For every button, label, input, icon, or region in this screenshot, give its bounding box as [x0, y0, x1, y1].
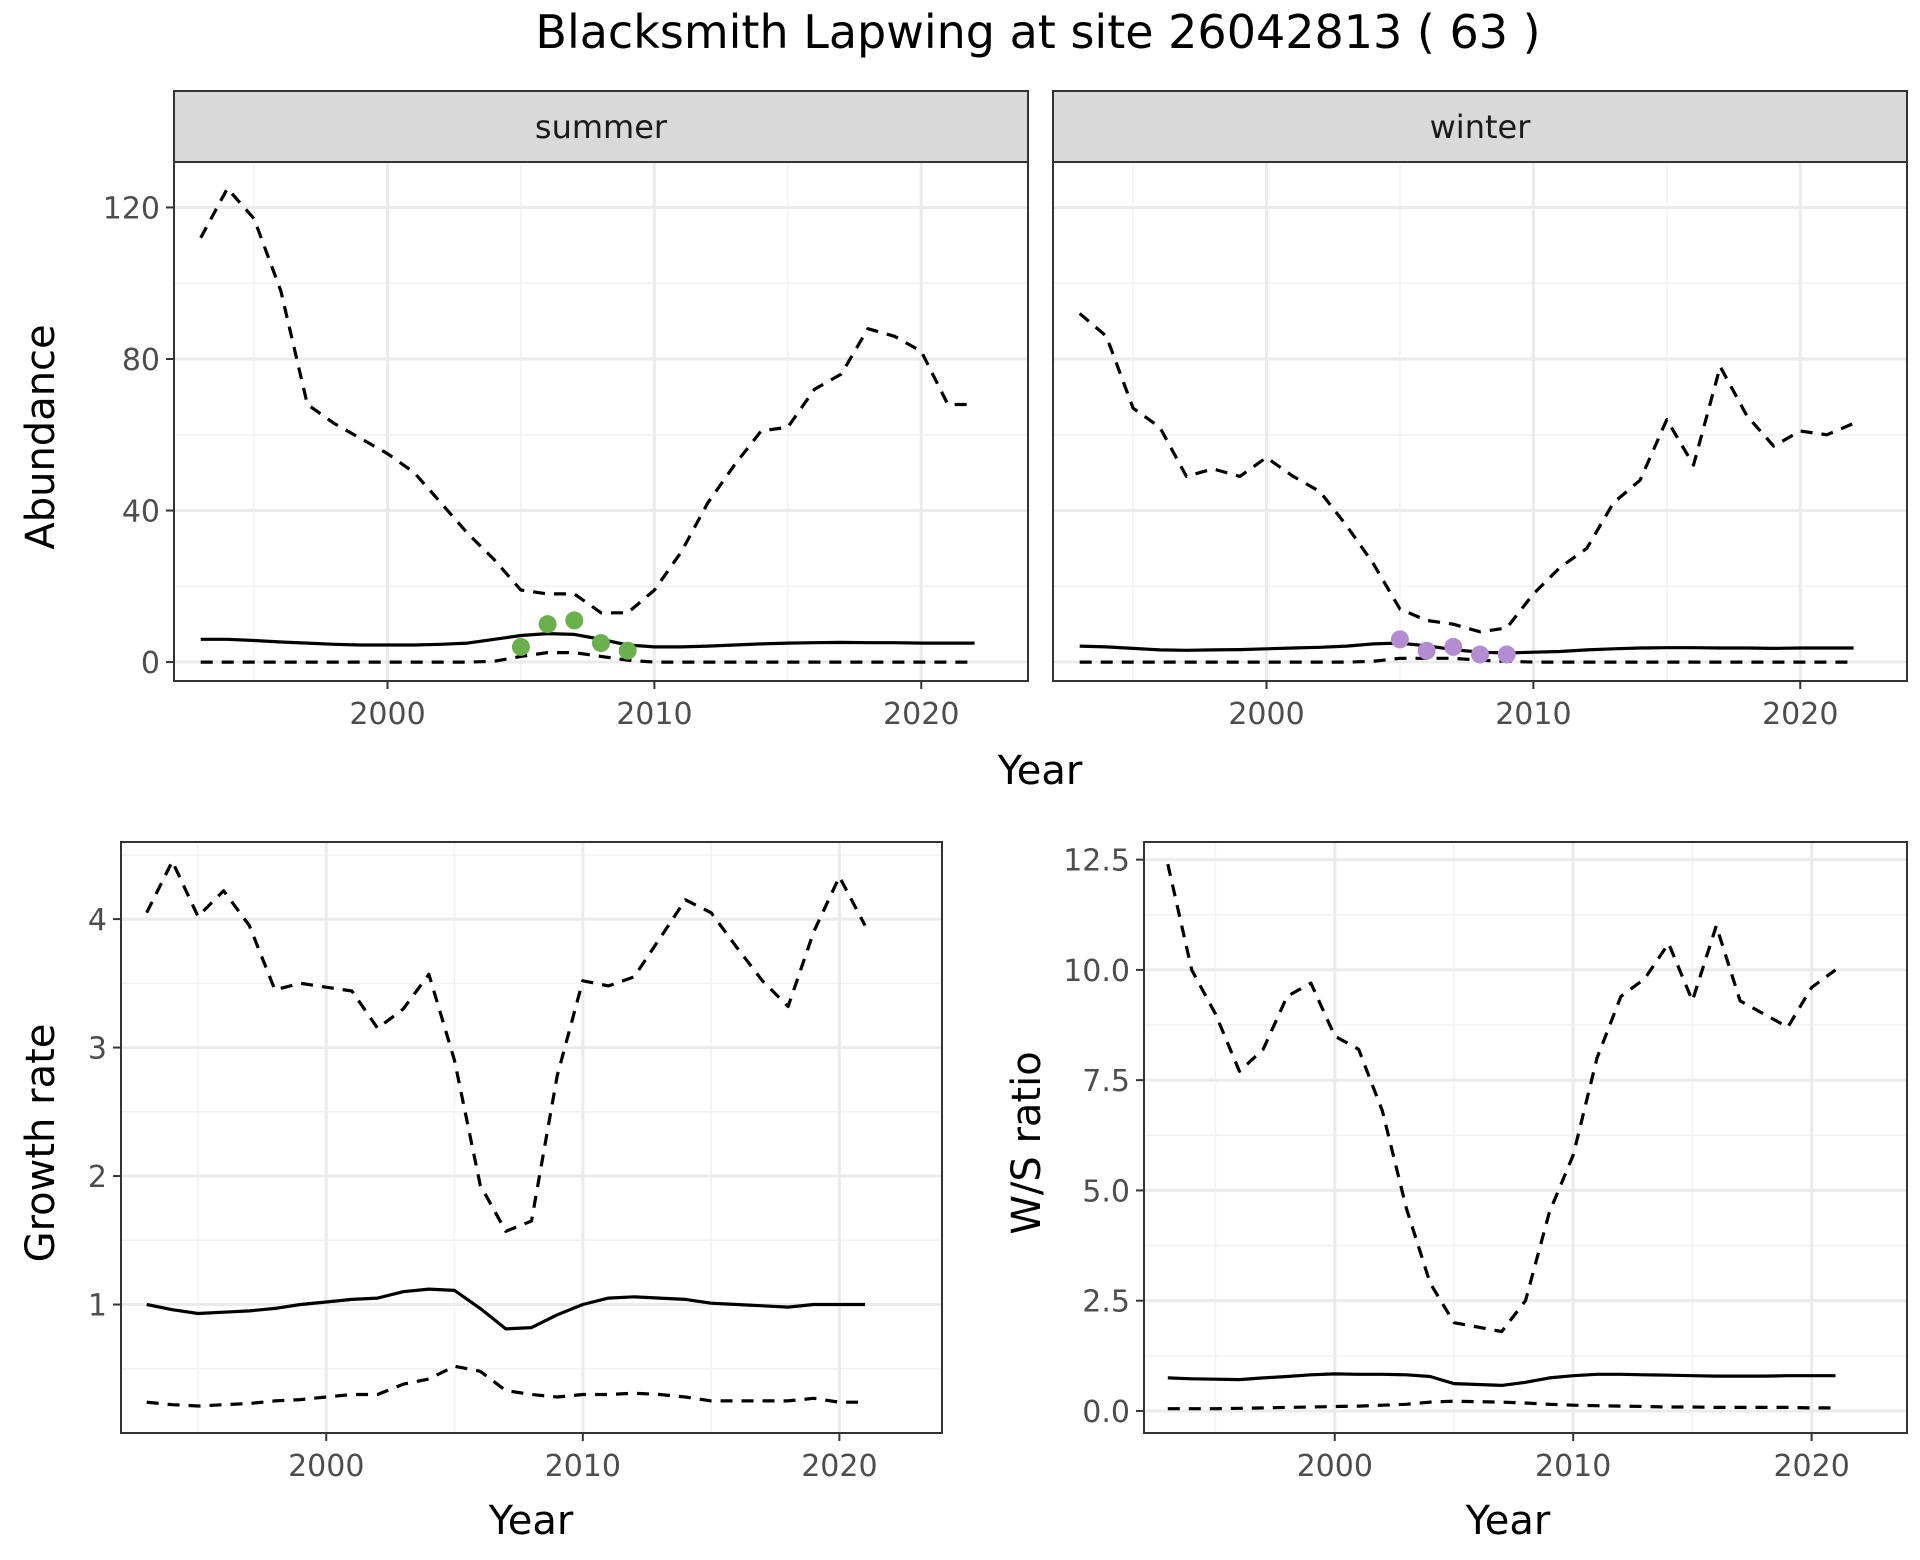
x-tick-label: 2000 — [349, 697, 425, 732]
x-tick-label: 2020 — [1762, 697, 1838, 732]
data-point — [565, 611, 584, 630]
panel-border — [1052, 161, 1908, 682]
y-tick-label: 40 — [122, 495, 160, 530]
abundance-xlabel: Year — [997, 748, 1083, 794]
ws-ratio-xlabel: Year — [1465, 1498, 1551, 1544]
y-tick-label: 2.5 — [1082, 1285, 1130, 1320]
y-tick-label: 3 — [88, 1032, 107, 1067]
data-point — [511, 637, 530, 656]
y-tick-label: 4 — [88, 903, 107, 938]
growth-rate-xlabel: Year — [488, 1498, 574, 1544]
data-point — [1444, 637, 1463, 656]
series-line-lower — [1079, 656, 1854, 664]
y-tick-label: 0.0 — [1082, 1395, 1130, 1430]
ws-ratio-ylabel: W/S ratio — [1004, 1051, 1050, 1234]
figure-title: Blacksmith Lapwing at site 26042813 ( 63… — [535, 5, 1540, 59]
data-point — [618, 641, 637, 660]
series-line-upper — [145, 859, 867, 1233]
x-tick-label: 2020 — [801, 1449, 877, 1484]
abundance-summer-panel: 2000 2010 2020 0 40 80 120 — [103, 161, 1029, 732]
series-line-mean — [1167, 1372, 1836, 1388]
data-point — [1497, 645, 1516, 664]
plot-background — [1053, 162, 1907, 681]
y-tick-label: 80 — [122, 343, 160, 378]
series-line-lower — [1167, 1399, 1836, 1411]
x-tick-label: 2010 — [616, 697, 692, 732]
growth-rate-ylabel: Growth rate — [18, 1024, 64, 1263]
x-tick-label: 2020 — [883, 697, 959, 732]
y-tick-label: 5.0 — [1082, 1174, 1130, 1209]
strip-winter: winter — [1052, 90, 1908, 163]
panel-border — [1143, 841, 1908, 1434]
y-tick-label: 2 — [88, 1160, 107, 1195]
series-line-lower — [146, 1364, 865, 1408]
plot-background — [174, 162, 1028, 681]
plot-background — [121, 842, 942, 1433]
abundance-winter-panel: 2000 2010 2020 — [1052, 161, 1908, 732]
x-tick-label: 2000 — [288, 1449, 364, 1484]
strip-label-winter: winter — [1430, 108, 1532, 146]
y-tick-label: 7.5 — [1082, 1064, 1130, 1099]
series-line-upper — [1166, 863, 1837, 1334]
x-tick-label: 2000 — [1297, 1449, 1373, 1484]
ws-ratio-panel: 2000 2010 2020 0.0 2.5 5.0 7.5 10.0 12.5 — [1063, 841, 1908, 1484]
series-line-upper — [199, 186, 975, 615]
data-point — [1471, 645, 1489, 664]
series-line-lower — [200, 650, 975, 664]
strip-summer: summer — [173, 90, 1029, 163]
y-tick-label: 120 — [103, 191, 160, 226]
panel-border — [120, 841, 943, 1434]
data-point — [538, 615, 557, 634]
y-tick-label: 1 — [88, 1289, 107, 1324]
x-tick-label: 2010 — [545, 1449, 621, 1484]
abundance-ylabel: Abundance — [18, 324, 64, 549]
series-line-mean — [146, 1287, 865, 1331]
data-point — [1390, 630, 1409, 649]
x-tick-label: 2020 — [1773, 1449, 1849, 1484]
y-tick-label: 10.0 — [1063, 954, 1130, 989]
series-line-mean — [1079, 641, 1854, 655]
panel-border — [173, 161, 1029, 682]
strip-label-summer: summer — [535, 108, 668, 146]
y-tick-label: 0 — [141, 646, 160, 681]
plot-background — [1144, 842, 1907, 1433]
x-tick-label: 2000 — [1228, 697, 1304, 732]
data-point — [1417, 641, 1436, 660]
series-line-mean — [200, 631, 975, 649]
y-tick-label: 12.5 — [1063, 844, 1130, 879]
x-tick-label: 2010 — [1495, 697, 1571, 732]
data-point — [592, 634, 610, 653]
x-tick-label: 2010 — [1535, 1449, 1611, 1484]
series-line-upper — [1078, 312, 1855, 634]
growth-rate-panel: 2000 2010 2020 1 2 3 4 — [88, 841, 943, 1484]
